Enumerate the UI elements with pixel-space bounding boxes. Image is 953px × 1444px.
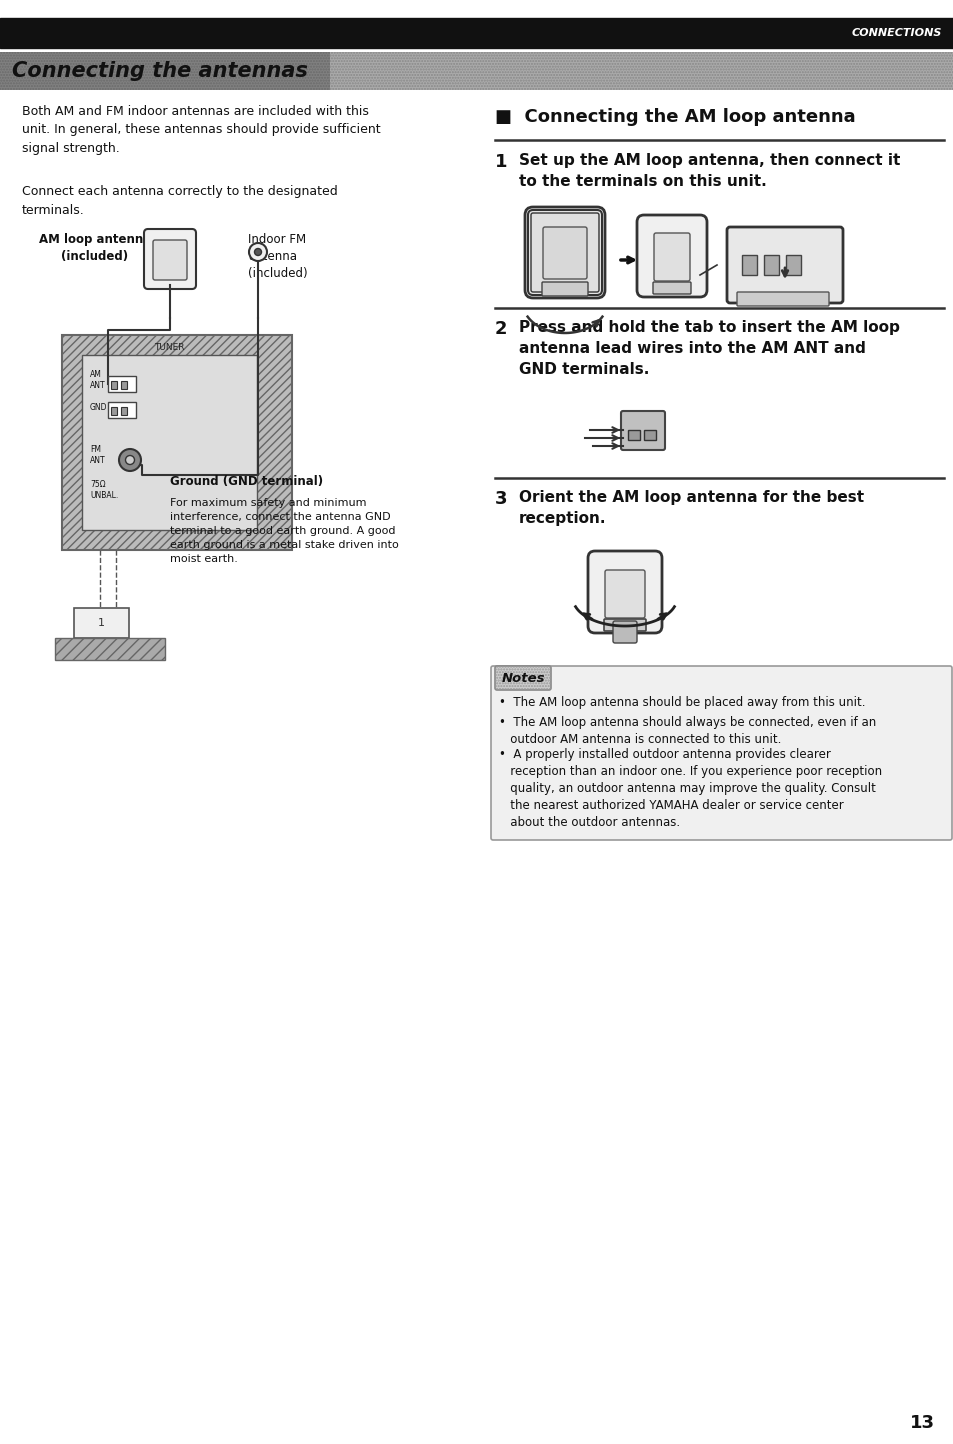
Bar [785,256,801,274]
Text: 3: 3 [495,490,507,508]
Text: Indoor FM
antenna
(included): Indoor FM antenna (included) [248,232,307,280]
Bar [62,335,292,550]
Text: 2: 2 [495,321,507,338]
FancyBboxPatch shape [613,621,637,643]
Bar [111,381,117,388]
Bar [74,608,129,638]
Text: Both AM and FM indoor antennas are included with this
unit. In general, these an: Both AM and FM indoor antennas are inclu… [22,105,380,155]
Bar [741,256,757,274]
Text: •  A properly installed outdoor antenna provides clearer
   reception than an in: • A properly installed outdoor antenna p… [498,748,882,829]
Bar [763,256,779,274]
Text: GND: GND [90,403,108,413]
Text: 13: 13 [909,1414,934,1432]
Text: AM
ANT: AM ANT [90,370,106,390]
Bar [643,430,656,440]
Bar [121,407,127,414]
Bar [55,638,165,660]
Text: Ground (GND terminal): Ground (GND terminal) [170,475,323,488]
FancyBboxPatch shape [542,227,586,279]
FancyBboxPatch shape [737,292,828,306]
Circle shape [119,449,141,471]
FancyBboxPatch shape [495,666,551,690]
FancyBboxPatch shape [144,230,195,289]
Text: AM loop antenna
(included): AM loop antenna (included) [39,232,151,263]
Text: Connecting the antennas: Connecting the antennas [12,61,308,81]
FancyBboxPatch shape [587,552,661,632]
Text: For maximum safety and minimum
interference, connect the antenna GND
terminal to: For maximum safety and minimum interfere… [170,498,398,565]
FancyBboxPatch shape [604,570,644,618]
Bar [0,52,330,90]
FancyBboxPatch shape [603,619,645,631]
FancyBboxPatch shape [491,666,951,840]
Bar [111,407,117,414]
Text: Set up the AM loop antenna, then connect it
to the terminals on this unit.: Set up the AM loop antenna, then connect… [518,153,900,189]
Bar [0,52,953,90]
Text: Press and hold the tab to insert the AM loop
antenna lead wires into the AM ANT : Press and hold the tab to insert the AM … [518,321,899,377]
Bar [121,381,127,388]
Bar [82,355,256,530]
Text: •  The AM loop antenna should be placed away from this unit.: • The AM loop antenna should be placed a… [498,696,864,709]
Bar [0,52,953,90]
FancyBboxPatch shape [527,209,601,295]
Text: 75Ω
UNBAL.: 75Ω UNBAL. [90,479,118,500]
Bar [108,375,136,391]
FancyBboxPatch shape [152,240,187,280]
Text: Connect each antenna correctly to the designated
terminals.: Connect each antenna correctly to the de… [22,185,337,217]
Text: 1: 1 [97,618,105,628]
Text: 1: 1 [495,153,507,170]
Circle shape [254,248,261,256]
FancyBboxPatch shape [541,282,587,296]
Text: Notes: Notes [500,671,544,684]
Bar [108,401,136,417]
Text: Orient the AM loop antenna for the best
reception.: Orient the AM loop antenna for the best … [518,490,863,526]
Bar [627,430,639,440]
Text: CONNECTIONS: CONNECTIONS [851,27,941,38]
FancyBboxPatch shape [652,282,690,295]
Text: ■  Connecting the AM loop antenna: ■ Connecting the AM loop antenna [495,108,855,126]
Text: TUNER: TUNER [153,344,184,352]
FancyBboxPatch shape [726,227,842,303]
FancyBboxPatch shape [620,412,664,451]
Text: FM
ANT: FM ANT [90,445,106,465]
Text: •  The AM loop antenna should always be connected, even if an
   outdoor AM ante: • The AM loop antenna should always be c… [498,716,876,747]
FancyBboxPatch shape [524,206,604,297]
Circle shape [249,243,267,261]
FancyBboxPatch shape [531,214,598,292]
Bar [0,17,953,48]
Circle shape [126,455,134,465]
FancyBboxPatch shape [637,215,706,297]
FancyBboxPatch shape [654,232,689,282]
